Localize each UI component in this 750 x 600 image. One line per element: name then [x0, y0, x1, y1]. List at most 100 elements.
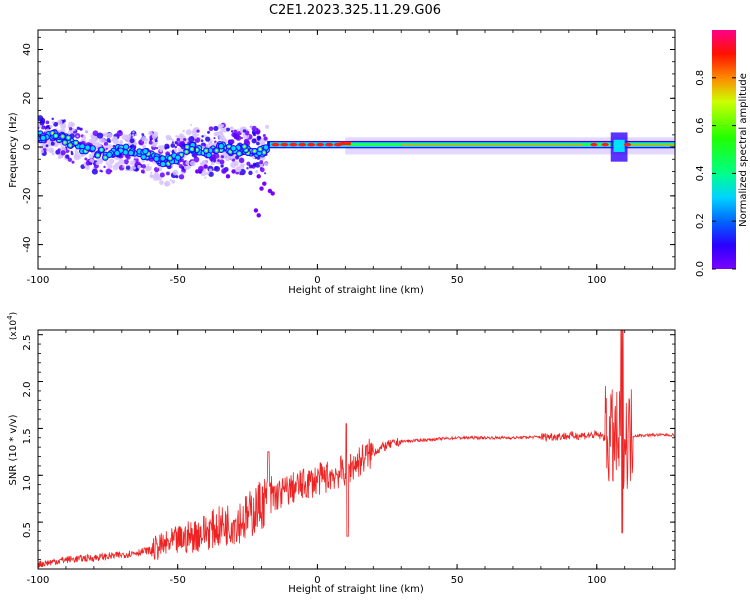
spectrogram-speckle: [84, 157, 88, 161]
colorbar: 0.0 0.2 0.4 0.6 0.8 Normalized spectral ampl…: [695, 30, 749, 277]
spectrogram-speckle: [188, 136, 195, 143]
spectrogram-x-label: Height of straight line (km): [288, 285, 424, 296]
spectrogram-ridge-dot: [100, 148, 103, 151]
spectrogram-ridge-dot: [238, 152, 241, 155]
spectrogram-speckle: [63, 119, 66, 123]
snr-y-multiplier: (x104): [6, 312, 19, 340]
spectrogram-speckle: [73, 130, 76, 134]
spectrogram-ridge-dot: [186, 145, 189, 149]
spectrogram-speckle: [175, 135, 178, 138]
spectrogram-speckle: [220, 155, 225, 159]
spectrogram-speckle: [103, 132, 109, 137]
spectrogram-speckle: [132, 131, 135, 134]
spectrogram-speckle: [176, 137, 181, 142]
spectrogram-speckle: [112, 164, 119, 171]
spectrogram-speckle: [185, 129, 192, 136]
x-tick-label: -50: [170, 575, 186, 586]
spectrogram-speckle: [94, 141, 101, 148]
spectrogram-speckle: [200, 139, 204, 143]
spectrogram-speckle: [171, 179, 176, 184]
spectrogram-speckle: [148, 130, 153, 136]
spectrogram-speckle: [253, 208, 259, 213]
snr-line-series: [38, 330, 675, 568]
spectrogram-speckle: [248, 170, 253, 176]
spectrogram-y-label: Frequency (Hz): [8, 112, 19, 188]
spectrogram-speckle: [242, 129, 247, 133]
spectrogram-ridge-dot: [90, 146, 95, 151]
spectrogram-speckle: [256, 213, 261, 218]
spectrogram-speckle: [169, 179, 172, 182]
spectrogram-speckle: [208, 141, 213, 146]
spectrogram-speckle: [213, 132, 218, 137]
spectrogram-speckle: [144, 141, 147, 145]
y-tick-label: 20: [22, 92, 33, 105]
spectrogram-speckle: [255, 131, 259, 134]
spectrogram-speckle: [103, 141, 109, 147]
x-tick-label: 100: [587, 275, 606, 286]
spectrogram-speckle: [56, 119, 63, 126]
spectrogram-speckle: [45, 120, 50, 125]
spectrogram-speckle: [237, 128, 240, 131]
spectrogram-ridge-dot: [61, 135, 64, 138]
spectrogram-speckle: [190, 123, 193, 127]
spectrogram-peak: [289, 142, 298, 147]
colorbar-tick-label: 0.4: [695, 165, 706, 181]
spectrogram-speckle: [148, 140, 153, 145]
snr-x-label: Height of straight line (km): [288, 584, 424, 595]
spectrogram-speckle: [238, 157, 245, 163]
spectrogram-speckle: [170, 143, 176, 148]
spectrogram-peak: [590, 142, 598, 147]
spectrogram-ridge-dot: [154, 156, 159, 162]
spectrogram-ridge-dot: [229, 150, 232, 153]
spectrogram-ridge-dot: [40, 135, 46, 141]
spectrogram-speckle: [151, 134, 157, 140]
spectrogram-speckle: [53, 121, 59, 127]
spectrogram-speckle: [259, 167, 265, 173]
spectrogram-speckle: [235, 135, 242, 141]
spectrogram-speckle: [49, 124, 53, 128]
spectrogram-speckle: [91, 168, 98, 175]
spectrogram-ridge-dot: [180, 153, 183, 156]
spectrogram-ridge-dot: [69, 144, 72, 147]
spectrogram-peak: [601, 142, 609, 147]
x-tick-label: -100: [27, 275, 50, 286]
spectrogram-speckle: [262, 181, 267, 186]
spectrogram-ridge-dot: [104, 156, 107, 159]
spectrogram-speckle: [159, 180, 164, 185]
y-tick-label: 40: [22, 43, 33, 56]
spectrogram-speckle: [243, 138, 250, 144]
spectrogram-speckle: [65, 154, 70, 159]
spectrogram-speckle: [251, 125, 257, 132]
colorbar-tick-label: 0.0: [695, 261, 706, 277]
spectrogram-speckle: [172, 169, 179, 176]
spectrogram-speckle: [126, 155, 131, 160]
spectrogram-speckle: [108, 140, 111, 143]
spectrogram-peak: [624, 142, 632, 147]
y-tick-label: 1.0: [22, 475, 33, 491]
spectrogram-speckle: [119, 140, 124, 144]
spectrogram-ridge-dot: [51, 132, 54, 135]
spectrogram-speckle: [80, 153, 84, 158]
spectrogram-speckle: [213, 125, 219, 132]
spectrogram-speckle: [256, 128, 259, 131]
spectrogram-speckle: [149, 138, 152, 142]
spectrogram-speckle: [213, 137, 216, 140]
spectrogram-speckle: [257, 135, 262, 140]
spectrogram-ridge-dot: [160, 156, 165, 161]
spectrogram-speckle: [197, 133, 200, 137]
spectrogram-speckle: [45, 144, 49, 148]
colorbar-label: Normalized spectral amplitude: [738, 73, 749, 227]
y-tick-label: 1.5: [22, 428, 33, 444]
colorbar-ticks: 0.0 0.2 0.4 0.6 0.8: [695, 70, 736, 277]
spectrogram-speckle: [51, 117, 54, 121]
spectrogram-speckle: [178, 133, 185, 139]
spectrogram-speckle: [165, 171, 170, 176]
x-tick-label: -100: [27, 575, 50, 586]
y-tick-label: 2.5: [22, 335, 33, 351]
spectrogram-speckle: [201, 135, 204, 138]
spectrogram-speckle: [96, 132, 104, 139]
spectrogram-speckle: [231, 169, 236, 174]
spectrogram-ridge-dot: [123, 150, 128, 155]
spectrogram-ridge-dot: [67, 136, 70, 139]
spectrogram-speckle: [107, 132, 113, 138]
